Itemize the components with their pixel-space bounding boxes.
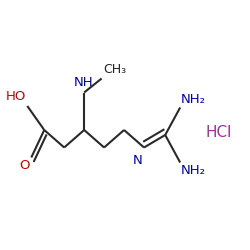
Text: NH₂: NH₂	[181, 164, 206, 177]
Text: HCl: HCl	[206, 125, 232, 140]
Text: O: O	[20, 159, 30, 172]
Text: NH: NH	[74, 76, 93, 88]
Text: HO: HO	[6, 90, 26, 104]
Text: N: N	[132, 154, 142, 166]
Text: CH₃: CH₃	[103, 63, 126, 76]
Text: NH₂: NH₂	[181, 93, 206, 106]
